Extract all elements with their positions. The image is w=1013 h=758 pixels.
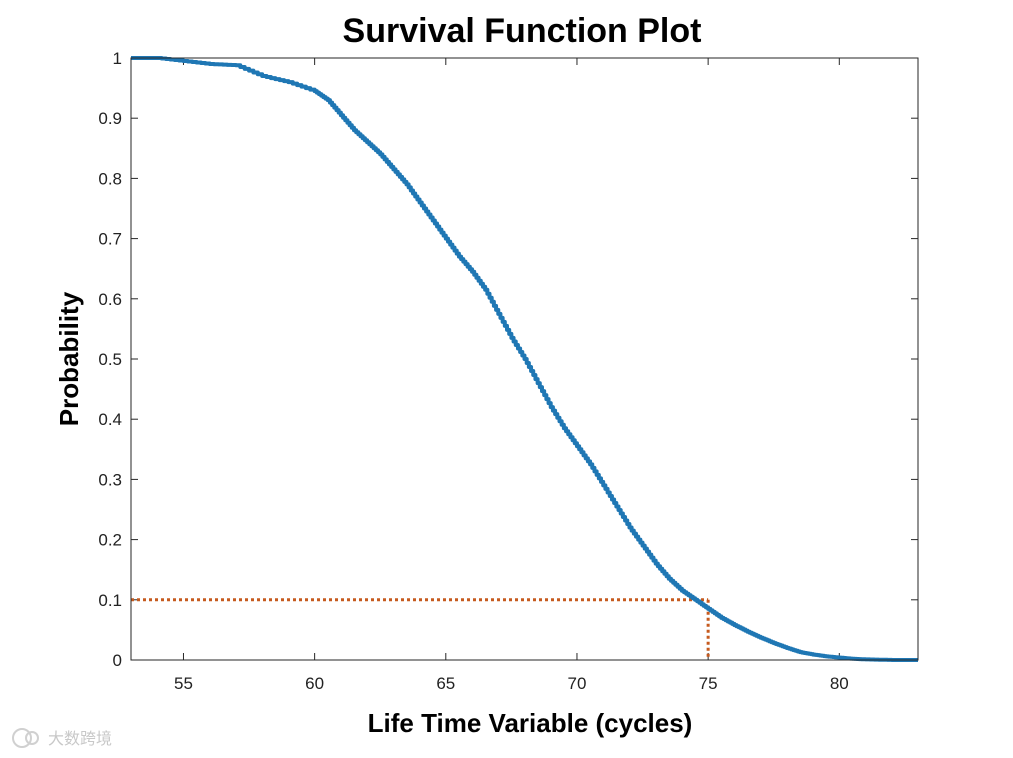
x-tick-label: 75 [699, 674, 718, 693]
x-tick-label: 80 [830, 674, 849, 693]
x-tick-label: 60 [305, 674, 324, 693]
watermark-logo-icon-2 [25, 731, 39, 745]
y-tick-label: 0.9 [98, 109, 122, 128]
y-axis-label: Probability [54, 291, 84, 426]
y-tick-label: 0.5 [98, 350, 122, 369]
y-tick-label: 0.6 [98, 290, 122, 309]
y-tick-label: 0.7 [98, 230, 122, 249]
annotation-layer [131, 598, 710, 660]
y-tick-label: 0.4 [98, 410, 122, 429]
series-layer [131, 56, 918, 662]
watermark-logo-icon [12, 728, 32, 748]
y-tick-label: 0 [113, 651, 122, 670]
x-axis-label: Life Time Variable (cycles) [368, 708, 693, 738]
y-tick-label: 0.2 [98, 531, 122, 550]
chart-title: Survival Function Plot [343, 12, 702, 50]
watermark: 大数跨境 [12, 728, 112, 748]
y-tick-label: 0.1 [98, 591, 122, 610]
x-tick-label: 65 [436, 674, 455, 693]
survival-series-line [131, 56, 918, 662]
y-tick-label: 0.8 [98, 169, 122, 188]
x-tick-label: 70 [568, 674, 587, 693]
x-tick-label: 55 [174, 674, 193, 693]
watermark-text: 大数跨境 [48, 729, 112, 748]
y-tick-label: 1 [113, 49, 122, 68]
y-axis-ticks: 0 0.1 0.2 0.3 0.4 0.5 0.6 0.7 0.8 0.9 1 [98, 49, 918, 670]
x-axis-ticks: 55 60 65 70 75 80 [174, 58, 849, 693]
y-tick-label: 0.3 [98, 470, 122, 489]
plot-frame [130, 57, 919, 661]
